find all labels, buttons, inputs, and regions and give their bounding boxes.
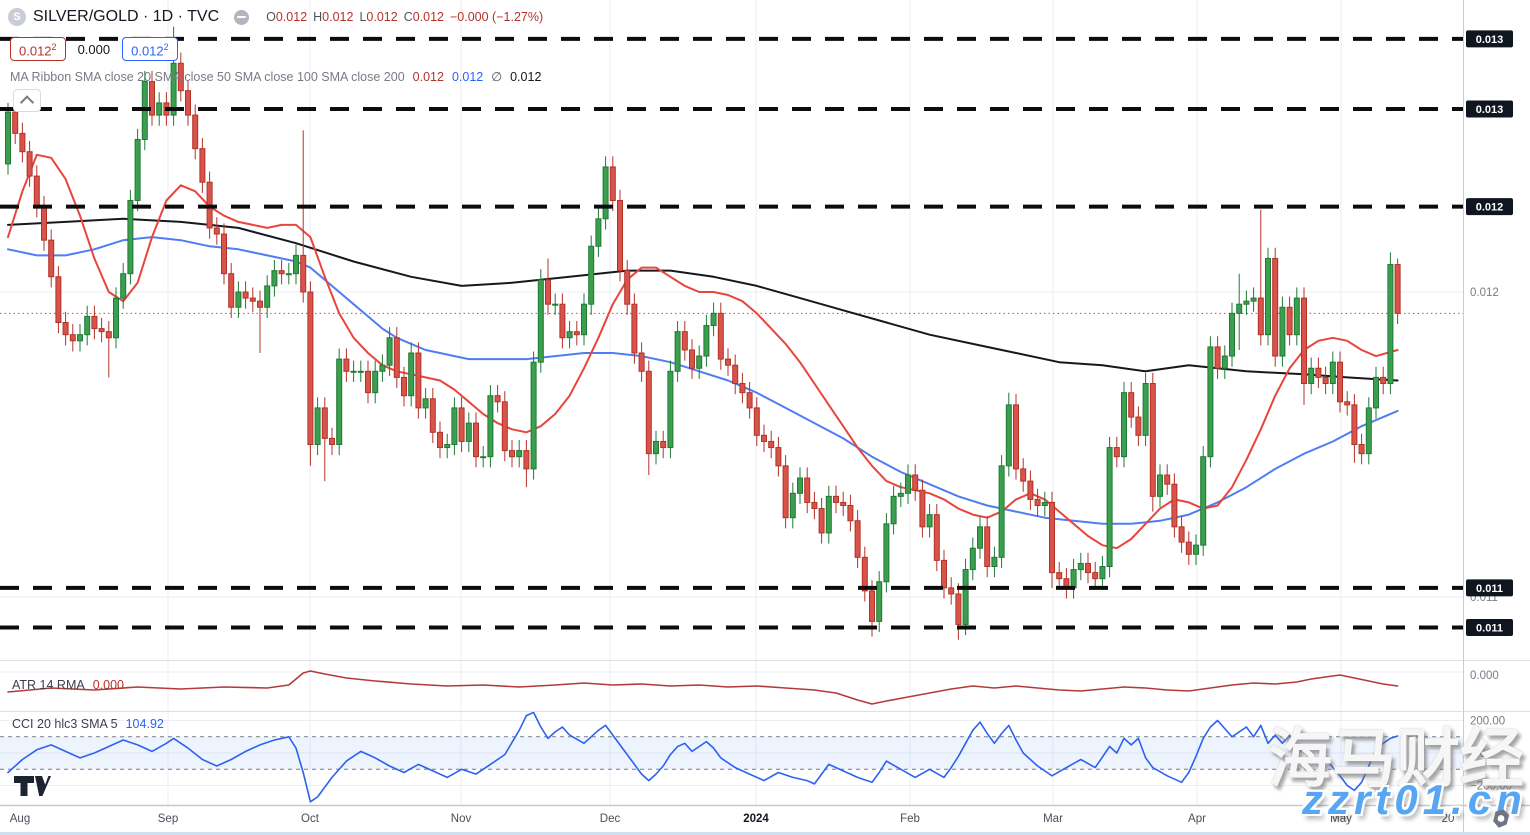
ohlc-values: O0.012 H0.012 L0.012 C0.012 −0.000 (−1.2… <box>266 10 543 24</box>
collapse-legend-button[interactable] <box>13 89 41 112</box>
ma-ribbon-legend[interactable]: MA Ribbon SMA close 20 SMA close 50 SMA … <box>10 69 541 84</box>
symbol-title[interactable]: SILVER/GOLD · 1D · TVC <box>33 8 220 25</box>
atr-label: ATR 14 RMA <box>12 678 85 692</box>
price-label-low[interactable]: 0.0122 <box>122 37 178 62</box>
open-value: 0.012 <box>275 10 308 24</box>
svg-text:Aug: Aug <box>10 813 30 825</box>
price-label-mid: 0.000 <box>77 41 111 57</box>
low-value: 0.012 <box>366 10 398 24</box>
svg-text:200.00: 200.00 <box>1470 716 1505 728</box>
ma-ribbon-value-20: 0.012 <box>412 70 444 84</box>
svg-text:0.011: 0.011 <box>1476 623 1503 635</box>
svg-text:0.013: 0.013 <box>1476 34 1504 46</box>
svg-text:−200.00: −200.00 <box>1470 781 1512 793</box>
symbol-legend[interactable]: S SILVER/GOLD · 1D · TVC O0.012 H0.012 L… <box>8 8 543 26</box>
ma-ribbon-avg-value: 0.012 <box>510 70 542 84</box>
svg-text:0.012: 0.012 <box>1476 202 1504 214</box>
tradingview-logo[interactable] <box>13 774 51 800</box>
cci-legend[interactable]: CCI 20 hlc3 SMA 5 104.92 <box>12 717 164 731</box>
high-label: H <box>313 10 323 24</box>
atr-pane-layer <box>7 670 1399 705</box>
svg-text:Dec: Dec <box>600 813 621 825</box>
svg-text:0.000: 0.000 <box>1470 670 1499 682</box>
ma-ribbon-value-50: 0.012 <box>451 70 484 84</box>
bottom-strip <box>0 832 1530 835</box>
ma-ribbon-label: MA Ribbon SMA close 20 SMA close 50 SMA … <box>10 70 405 84</box>
price-label-row: 0.0122 0.000 0.0122 <box>10 37 178 62</box>
svg-text:Feb: Feb <box>900 813 920 825</box>
svg-text:May: May <box>1330 813 1352 825</box>
watermark-chinese: 海马财经 <box>1268 723 1524 795</box>
high-value: 0.012 <box>322 10 354 24</box>
price-scale-settings[interactable] <box>1489 807 1513 831</box>
svg-text:0.012: 0.012 <box>1470 287 1499 299</box>
svg-text:Sep: Sep <box>158 813 178 825</box>
price-label-high[interactable]: 0.0122 <box>10 37 66 62</box>
svg-text:Nov: Nov <box>451 813 472 825</box>
atr-legend[interactable]: ATR 14 RMA 0.000 <box>12 678 124 692</box>
key-levels-layer <box>0 36 1463 630</box>
close-value: 0.012 <box>412 10 444 24</box>
ma-ribbon-avg-symbol: ∅ <box>491 70 503 84</box>
ma-ribbon-layer <box>7 153 1399 550</box>
svg-text:20: 20 <box>1442 813 1455 825</box>
low-label: L <box>359 10 367 24</box>
cci-value: 104.92 <box>125 717 164 731</box>
gear-icon <box>1493 809 1510 828</box>
cci-pane-layer <box>0 711 1463 803</box>
svg-text:Apr: Apr <box>1188 813 1206 825</box>
source-toggle-icon[interactable] <box>234 9 250 25</box>
cci-label: CCI 20 hlc3 SMA 5 <box>12 717 118 731</box>
svg-text:0.011: 0.011 <box>1476 583 1503 595</box>
svg-text:Mar: Mar <box>1043 813 1063 825</box>
close-label: C <box>403 10 413 24</box>
svg-text:Oct: Oct <box>301 813 320 825</box>
price-axis-layer: 0.012 0.011 0.000 200.00 0.00 −200.00 0.013 0.0… <box>1466 30 1513 793</box>
svg-text:0.00: 0.00 <box>1470 748 1492 760</box>
atr-value: 0.000 <box>92 678 124 692</box>
change-value: −0.000 (−1.27%) <box>450 10 544 24</box>
open-label: O <box>266 10 276 24</box>
symbol-logo-icon: S <box>8 8 26 26</box>
candles-layer <box>5 26 1401 640</box>
chevron-up-icon <box>19 94 35 109</box>
svg-text:2024: 2024 <box>743 813 769 825</box>
time-axis-layer: Aug Sep Oct Nov Dec 2024 Feb Mar Apr May 20 <box>10 813 1455 825</box>
svg-text:0.013: 0.013 <box>1476 104 1504 116</box>
watermark-url: zzrt01.cn <box>1302 776 1527 823</box>
grid-layer <box>0 0 1463 805</box>
